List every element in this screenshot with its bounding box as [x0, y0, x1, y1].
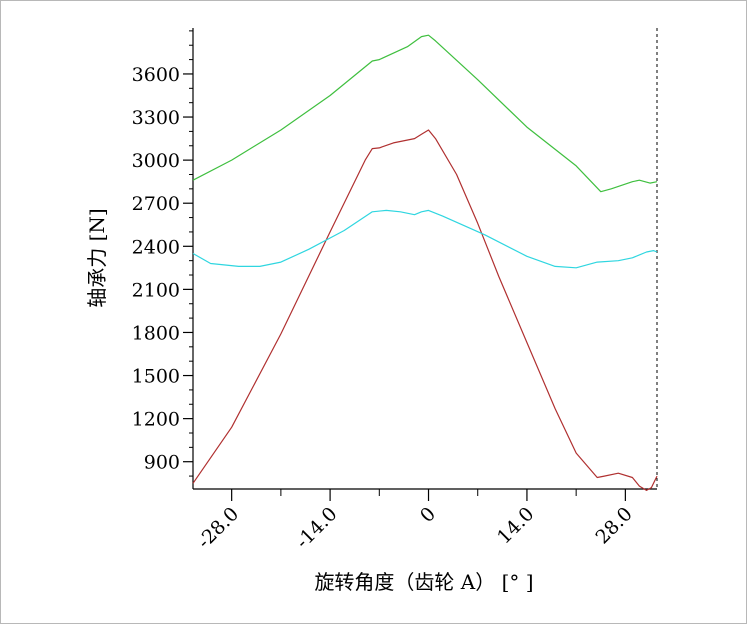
y-tick-label: 2700: [132, 193, 180, 215]
y-tick-label: 1500: [132, 366, 180, 388]
x-ticks: -28.0 -14.0 0 14.0 28.0: [193, 489, 637, 553]
series-line-1: [192, 34, 658, 193]
y-tick-label: 3600: [132, 64, 180, 86]
y-tick-label: 3300: [132, 107, 180, 129]
series-line-2: [192, 129, 658, 491]
x-tick-label: -14.0: [292, 503, 342, 553]
x-tick-label: 14.0: [493, 503, 538, 548]
series-line-3: [192, 209, 658, 269]
axes: [192, 28, 658, 490]
x-tick-label: 0: [416, 503, 440, 527]
y-tick-label: 1200: [132, 409, 180, 431]
x-tick-label: -28.0: [193, 503, 243, 553]
y-axis-title: 轴承力 [N]: [85, 208, 109, 307]
x-axis-title: 旋转角度（齿轮 A） [° ]: [314, 570, 533, 594]
y-ticks: 900 1200 1500 1800 2100 2400 2700 3000 3300 3600: [132, 30, 193, 477]
y-tick-label: 3000: [132, 150, 180, 172]
y-tick-label: 2100: [132, 279, 180, 301]
series-layer: [192, 34, 658, 491]
y-tick-label: 2400: [132, 236, 180, 258]
y-tick-label: 900: [144, 452, 180, 474]
x-tick-label: 28.0: [591, 503, 636, 548]
y-tick-label: 1800: [132, 322, 180, 344]
